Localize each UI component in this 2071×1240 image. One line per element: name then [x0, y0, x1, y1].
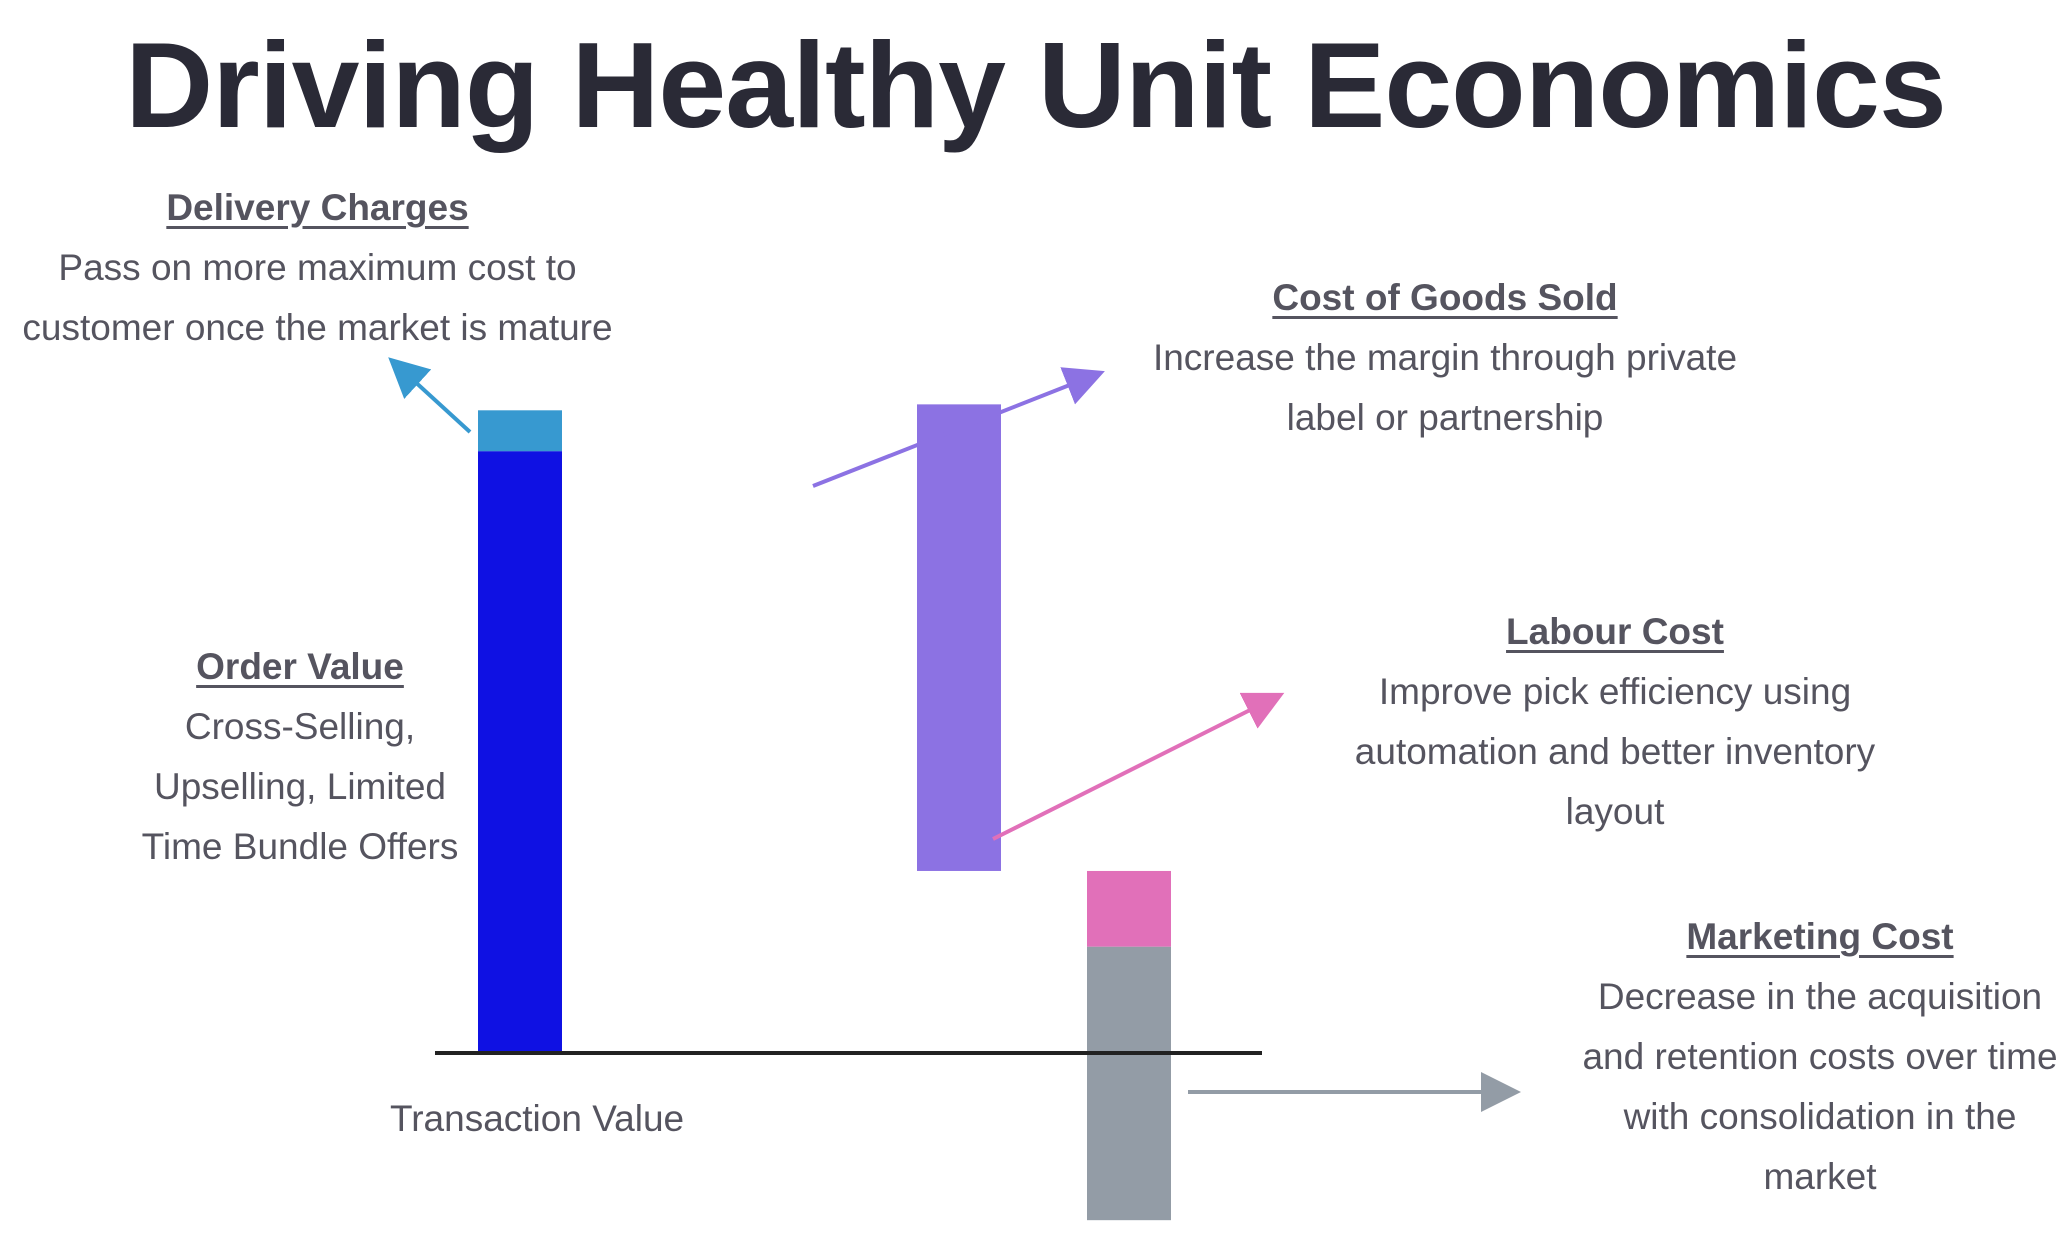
annotation-line: Pass on more maximum cost to — [58, 247, 577, 288]
annotation-line: with consolidation in the — [1623, 1096, 2017, 1137]
annotation-line: layout — [1565, 791, 1665, 832]
annotation-heading: Order Value — [196, 646, 404, 687]
marketing-cost-bar — [1087, 946, 1171, 1221]
cost-of-goods-sold-bar — [917, 404, 1001, 871]
annotation-line: and retention costs over time — [1582, 1036, 2058, 1077]
delivery-charges-bar — [478, 410, 562, 452]
annotation-line: automation and better inventory — [1354, 731, 1876, 772]
chart-title: Driving Healthy Unit Economics — [125, 17, 1947, 153]
annotation-line: Improve pick efficiency using — [1378, 671, 1852, 712]
annotation-heading: Delivery Charges — [166, 187, 469, 228]
labour-arrow — [992, 692, 1285, 841]
annotation-line: Increase the margin through private — [1152, 337, 1738, 378]
annotation-line: label or partnership — [1286, 397, 1604, 438]
annotation-labour-cost: Labour Cost Improve pick efficiency usin… — [1300, 602, 1930, 842]
annotation-delivery-charges: Delivery Charges Pass on more maximum co… — [0, 178, 635, 358]
annotation-line: Decrease in the acquisition — [1597, 976, 2043, 1017]
annotation-line: Time Bundle Offers — [141, 826, 459, 867]
cogs-arrow — [812, 367, 1105, 488]
labour-cost-bar — [1087, 870, 1171, 947]
order-value-bar — [478, 451, 562, 1053]
annotation-heading: Cost of Goods Sold — [1272, 277, 1618, 318]
x-axis-label: Transaction Value — [390, 1098, 685, 1139]
annotation-heading: Labour Cost — [1506, 611, 1724, 652]
annotation-order-value: Order Value Cross-Selling, Upselling, Li… — [100, 637, 500, 877]
annotation-line: Cross-Selling, — [184, 706, 416, 747]
annotation-marketing-cost: Marketing Cost Decrease in the acquisiti… — [1540, 907, 2071, 1207]
delivery-arrow — [388, 357, 472, 434]
annotation-cost-of-goods-sold: Cost of Goods Sold Increase the margin t… — [1110, 268, 1780, 448]
annotation-line: customer once the market is mature — [22, 307, 613, 348]
annotation-line: Upselling, Limited — [153, 766, 447, 807]
annotation-heading: Marketing Cost — [1686, 916, 1954, 957]
annotation-line: market — [1763, 1156, 1877, 1197]
